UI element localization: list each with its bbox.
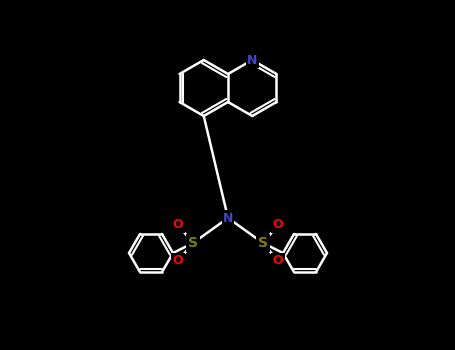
Text: O: O bbox=[273, 254, 283, 267]
Text: O: O bbox=[173, 218, 183, 231]
Text: N: N bbox=[247, 54, 258, 66]
Text: N: N bbox=[223, 211, 233, 224]
Text: S: S bbox=[188, 236, 198, 250]
Text: O: O bbox=[273, 218, 283, 231]
Text: S: S bbox=[258, 236, 268, 250]
Text: O: O bbox=[173, 254, 183, 267]
